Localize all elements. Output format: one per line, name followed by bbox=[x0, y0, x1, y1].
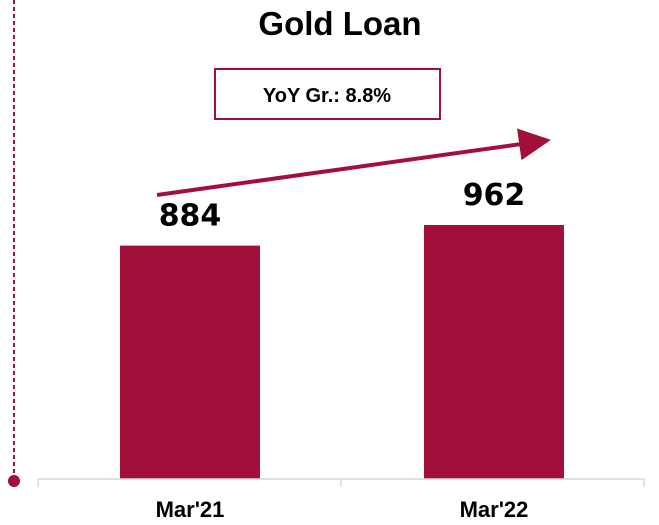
data-label-0: 884 bbox=[159, 199, 222, 234]
divider-end-dot bbox=[8, 475, 20, 487]
chart-title: Gold Loan bbox=[258, 5, 421, 42]
data-label-1: 962 bbox=[463, 178, 526, 213]
yoy-growth-badge: YoY Gr.: 8.8% bbox=[214, 68, 441, 120]
yoy-badge-frame bbox=[214, 68, 441, 120]
yoy-badge-text: YoY Gr.: 8.8% bbox=[263, 85, 391, 107]
x-tick-label-1: Mar'22 bbox=[460, 497, 529, 522]
growth-arrow bbox=[156, 128, 551, 197]
x-tick-label-0: Mar'21 bbox=[156, 497, 225, 522]
bars-layer: 884 Mar'21 962 Mar'22 bbox=[120, 178, 564, 522]
bar-1 bbox=[424, 225, 564, 479]
bar-0 bbox=[120, 245, 260, 479]
